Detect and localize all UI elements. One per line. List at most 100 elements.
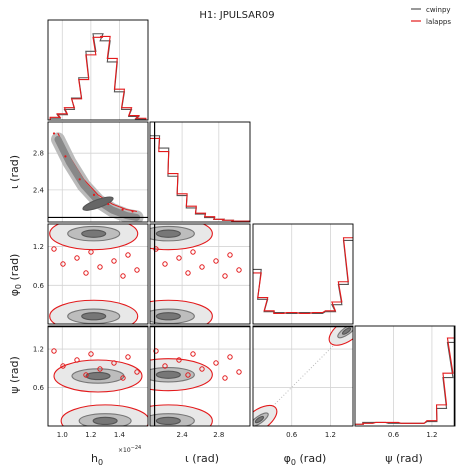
frame-1-1 [149, 121, 251, 223]
panel-content-1-1 [150, 122, 250, 222]
xtick-iota-0: 2.4 [177, 431, 189, 439]
grid-2-2 [291, 224, 331, 324]
panel-content-2-1 [150, 224, 250, 324]
scatter-1-0-2 [78, 178, 81, 181]
xtick-psi-1: 1.2 [426, 431, 437, 439]
panel-h0-phi0: 0.6 1.2 [33, 223, 149, 325]
island-2-0-2 [125, 252, 131, 258]
frame-1-0 [47, 121, 149, 223]
panel-iota-phi0 [149, 223, 251, 325]
island-3-0-7 [134, 369, 140, 375]
chart-title: H1: JPULSAR09 [199, 10, 274, 21]
island-3-0-0 [51, 348, 57, 354]
xtick-phi0-0: 0.6 [286, 431, 298, 439]
island-2-1-6 [199, 264, 205, 270]
frame-2-1 [149, 223, 251, 325]
grid-0-0 [61, 20, 120, 120]
island-3-0-9 [120, 375, 126, 381]
frame-3-0 [47, 325, 149, 427]
ylabel-psi: ψ (rad) [8, 356, 21, 394]
xtick-phi0-1: 1.2 [325, 431, 336, 439]
contour-core-3-2-1 [254, 415, 265, 424]
island-3-1-0 [153, 348, 159, 354]
contour-core-3-2-0 [341, 327, 352, 335]
island-2-1-2 [227, 252, 233, 258]
hist-iota-cwinpy [150, 135, 250, 222]
panel-content-2-0 [48, 224, 148, 324]
island-2-0-7 [134, 267, 140, 273]
island-2-0-1 [88, 249, 94, 255]
legend-label-lalapps: lalapps [426, 18, 451, 26]
island-2-0-5 [60, 261, 66, 267]
legend: cwinpy lalapps [411, 6, 451, 26]
ytick-phi0-0: 0.6 [33, 282, 45, 290]
ylabel-iota: ι (rad) [8, 155, 21, 189]
island-2-0-3 [74, 255, 80, 261]
island-2-1-4 [213, 258, 219, 264]
scatter-1-0-0 [52, 132, 56, 135]
panel-content-3-2 [253, 326, 353, 426]
core-1-0 [82, 196, 114, 211]
island-2-1-5 [162, 261, 168, 267]
island-2-0-0 [51, 246, 57, 252]
island-3-1-6 [199, 366, 205, 372]
island-3-0-6 [97, 366, 103, 372]
island-2-1-1 [190, 249, 196, 255]
scatter-1-0-1 [64, 155, 67, 158]
x-axis-labels: h0 ×10−24 ι (rad) φ0 (rad) ψ (rad) [91, 445, 423, 467]
grid-3-3 [393, 326, 433, 426]
xtick-psi-0: 0.6 [388, 431, 400, 439]
island-3-1-1 [190, 351, 196, 357]
island-3-0-8 [83, 372, 89, 378]
y-axis-labels: ι (rad) φ0 (rad) ψ (rad) [8, 155, 23, 394]
panel-h0-iota: 2.4 2.8 [33, 121, 149, 223]
panel-content-1-0 [48, 122, 148, 222]
scatter-1-0-6 [131, 210, 134, 213]
contour-core-2-0-0 [81, 229, 107, 238]
contour-core-3-0-1 [92, 416, 118, 426]
hist-phi0-lalapps [253, 237, 353, 324]
contour-core-2-1-1 [155, 312, 181, 321]
grid-1-1 [181, 122, 220, 222]
scatter-1-0-4 [107, 202, 110, 206]
island-3-0-2 [125, 354, 131, 360]
island-3-1-4 [213, 360, 219, 366]
contour-core-3-1-0 [155, 370, 181, 379]
panel-phi0-phi0 [252, 223, 354, 325]
panel-content-3-0 [48, 326, 148, 426]
panel-h0-psi: 1.0 1.2 1.4 0.6 1.2 [33, 325, 149, 439]
panels: 2.42.80.61.21.0 1.2 1.40.61.22.4 2.8 0.6 1.2 0… [33, 19, 456, 439]
hist-psi-lalapps [355, 337, 455, 425]
xlabel-psi: ψ (rad) [385, 452, 423, 465]
frame-3-3 [354, 325, 456, 427]
panel-h0-h0 [47, 19, 149, 121]
island-3-0-4 [111, 360, 117, 366]
contour-core-2-1-0 [155, 229, 181, 238]
hist-psi-cwinpy [355, 341, 455, 425]
panel-content-2-2 [253, 224, 353, 324]
frame-2-0 [47, 223, 149, 325]
contour-core-2-0-1 [81, 312, 107, 321]
multiplier-h0: ×10−24 [118, 445, 141, 454]
island-3-0-1 [88, 351, 94, 357]
panel-phi0-psi: 0.6 1.2 [252, 325, 354, 439]
xtick-h0-1: 1.2 [85, 431, 96, 439]
scatter-1-0-3 [92, 193, 96, 196]
panel-iota-iota [149, 121, 251, 223]
panel-content-3-3 [355, 326, 455, 426]
frame-3-1 [149, 325, 251, 427]
frame-2-2 [252, 223, 354, 325]
island-3-0-3 [74, 357, 80, 363]
island-2-1-0 [153, 246, 159, 252]
ylabel-phi0: φ0 (rad) [8, 254, 23, 297]
ytick-psi-0: 0.6 [33, 384, 45, 392]
ytick-iota-0: 2.4 [33, 186, 45, 194]
island-2-0-9 [120, 273, 126, 279]
frame-3-2 [252, 325, 354, 427]
contour-core-3-0-0 [85, 371, 111, 381]
panel-psi-psi: 0.6 1.2 [354, 325, 456, 439]
ytick-psi-1: 1.2 [33, 346, 44, 354]
island-3-1-7 [236, 369, 242, 375]
island-2-1-3 [176, 255, 182, 261]
